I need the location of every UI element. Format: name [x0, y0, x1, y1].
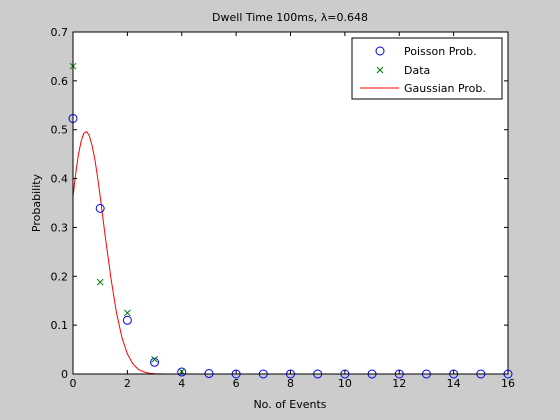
- data-point: [151, 355, 158, 363]
- x-axis-label: No. of Events: [253, 398, 326, 411]
- poisson-point: [177, 367, 187, 377]
- chart-title: Dwell Time 100ms, λ=0.648: [212, 11, 368, 24]
- x-tick-label: 14: [447, 377, 461, 390]
- x-tick-label: 10: [338, 377, 352, 390]
- legend: Poisson Prob. Data Gaussian Prob.: [351, 37, 503, 100]
- y-tick-label: 0.5: [51, 124, 69, 137]
- legend-label-poisson: Poisson Prob.: [404, 45, 477, 58]
- x-tick-label: 12: [392, 377, 406, 390]
- legend-label-gaussian: Gaussian Prob.: [404, 82, 486, 95]
- ticks-layer: 0 2 4 6 8 10 12 14 16 0 0.1 0.2 0.3 0.4 0.5 0.6 0.7: [51, 26, 516, 390]
- data-point: [96, 278, 104, 286]
- y-tick-label: 0.7: [51, 26, 69, 39]
- legend-marker-data: [376, 66, 384, 74]
- x-tick-label: 4: [178, 377, 185, 390]
- poisson-point: [122, 315, 132, 325]
- x-tick-label: 8: [287, 377, 294, 390]
- legend-marker-poisson: [375, 46, 385, 56]
- data-point: [124, 309, 131, 317]
- y-tick-label: 0.2: [51, 270, 69, 283]
- y-tick-label: 0.4: [51, 173, 69, 186]
- y-tick-label: 0: [61, 368, 68, 381]
- poisson-point: [150, 357, 160, 367]
- x-tick-label: 6: [233, 377, 240, 390]
- x-tick-label: 16: [501, 377, 515, 390]
- y-tick-label: 0.6: [51, 75, 69, 88]
- x-tick-label: 2: [124, 377, 131, 390]
- poisson-point: [95, 203, 105, 213]
- y-tick-label: 0.3: [51, 221, 69, 234]
- y-tick-label: 0.1: [51, 319, 69, 332]
- y-axis-label: Probability: [30, 173, 43, 232]
- legend-label-data: Data: [404, 64, 430, 77]
- x-tick-label: 0: [70, 377, 77, 390]
